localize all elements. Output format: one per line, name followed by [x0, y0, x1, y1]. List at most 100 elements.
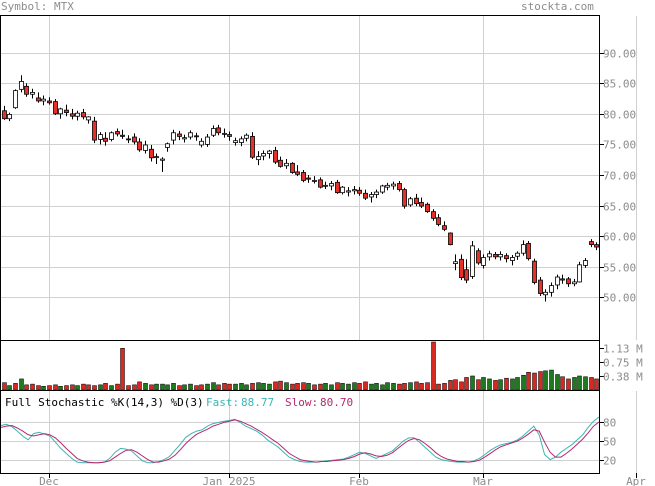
oscillator-tick-label: 80 [603, 417, 616, 430]
candle-body [120, 134, 125, 137]
price-tick-label: 50.00 [603, 292, 636, 305]
volume-bar [233, 383, 238, 391]
volume-bar [182, 384, 187, 391]
volume-bar [53, 384, 58, 391]
candle-body [41, 98, 46, 102]
volume-bar [154, 383, 159, 391]
volume-bar [227, 383, 232, 391]
slow-value: 80.70 [320, 396, 353, 409]
candle-body [47, 100, 52, 104]
candle-body [256, 156, 261, 161]
price-tick-label: 55.00 [603, 262, 636, 275]
oscillator-title: Full Stochastic %K(14,3) %D(3) [5, 396, 204, 409]
volume-tick-label: 0.38 M [603, 371, 643, 384]
volume-bar [543, 370, 548, 391]
candle-body [171, 132, 176, 141]
candle-body [402, 189, 407, 207]
volume-bar [419, 383, 424, 391]
volume-bar [137, 381, 142, 391]
volume-bar [476, 379, 481, 391]
volume-bar [290, 383, 295, 391]
volume-bar [75, 385, 80, 391]
candle-body [301, 172, 306, 181]
candle-body [521, 244, 526, 254]
candle-body [391, 183, 396, 187]
volume-bar [211, 382, 216, 391]
candle-body [137, 141, 142, 151]
volume-bar [352, 382, 357, 391]
candle-body [250, 136, 255, 158]
candle-body [357, 189, 362, 194]
candle-body [510, 257, 515, 261]
volume-bar [41, 386, 46, 391]
site-label: stockta.com [521, 0, 594, 13]
x-axis-label: Mar [473, 475, 493, 486]
candle-body [165, 143, 170, 148]
grid [1, 16, 637, 473]
volume-bar [284, 382, 289, 391]
volume-bar [487, 378, 492, 391]
candle-body [36, 97, 41, 102]
volume-bar [318, 383, 323, 391]
candle-body [160, 158, 165, 161]
volume-bar [115, 383, 120, 391]
candle-body [594, 244, 599, 248]
volume-bar [143, 383, 148, 391]
volume-tick-label: 0.75 M [603, 357, 643, 370]
candle-body [30, 92, 35, 95]
volume-bar [7, 385, 12, 391]
candle-body [453, 261, 458, 264]
volume-bar [70, 384, 75, 391]
candle-body [448, 232, 453, 246]
candle-body [555, 276, 560, 286]
candle-body [222, 132, 227, 135]
candle-body [369, 194, 374, 198]
volume-bar [470, 375, 475, 391]
candle-body [515, 252, 520, 257]
candle-body [414, 197, 419, 205]
volume-bar [30, 383, 35, 391]
candle-body [566, 278, 571, 285]
candle-body [408, 198, 413, 206]
candle-body [58, 108, 63, 115]
volume-bar [510, 378, 515, 391]
candle-body [425, 203, 430, 213]
volume-bar [149, 384, 154, 391]
volume-bar [538, 371, 543, 391]
candle-body [199, 140, 204, 146]
candle-body [24, 85, 29, 95]
volume-bar [160, 383, 165, 391]
oscillator-tick-label: 20 [603, 455, 616, 468]
volume-bar [171, 383, 176, 391]
volume-bar [414, 381, 419, 391]
volume-bar [2, 382, 7, 391]
volume-bar [273, 381, 278, 391]
candle-body [86, 116, 91, 121]
volume-bar [222, 383, 227, 391]
volume-bar [58, 386, 63, 391]
candle-body [13, 90, 18, 109]
candle-body [182, 137, 187, 140]
candle-body [194, 135, 199, 138]
candle-body [380, 185, 385, 193]
x-axis-label: Apr [626, 475, 646, 486]
volume-bar [86, 384, 91, 391]
candle-body [132, 136, 137, 143]
candle-body [53, 101, 58, 115]
candle-body [543, 291, 548, 296]
candle-body [549, 285, 554, 293]
candle-body [589, 241, 594, 246]
candle-body [98, 134, 103, 140]
candle-body [363, 192, 368, 199]
volume-bar [267, 383, 272, 391]
volume-bar [177, 385, 182, 391]
candle-body [233, 140, 238, 143]
volume-bar [47, 385, 52, 391]
volume-bar [504, 377, 509, 391]
volume-bar [459, 381, 464, 391]
volume-bar [194, 385, 199, 391]
volume-bar [374, 383, 379, 391]
volume-bar [560, 376, 565, 391]
